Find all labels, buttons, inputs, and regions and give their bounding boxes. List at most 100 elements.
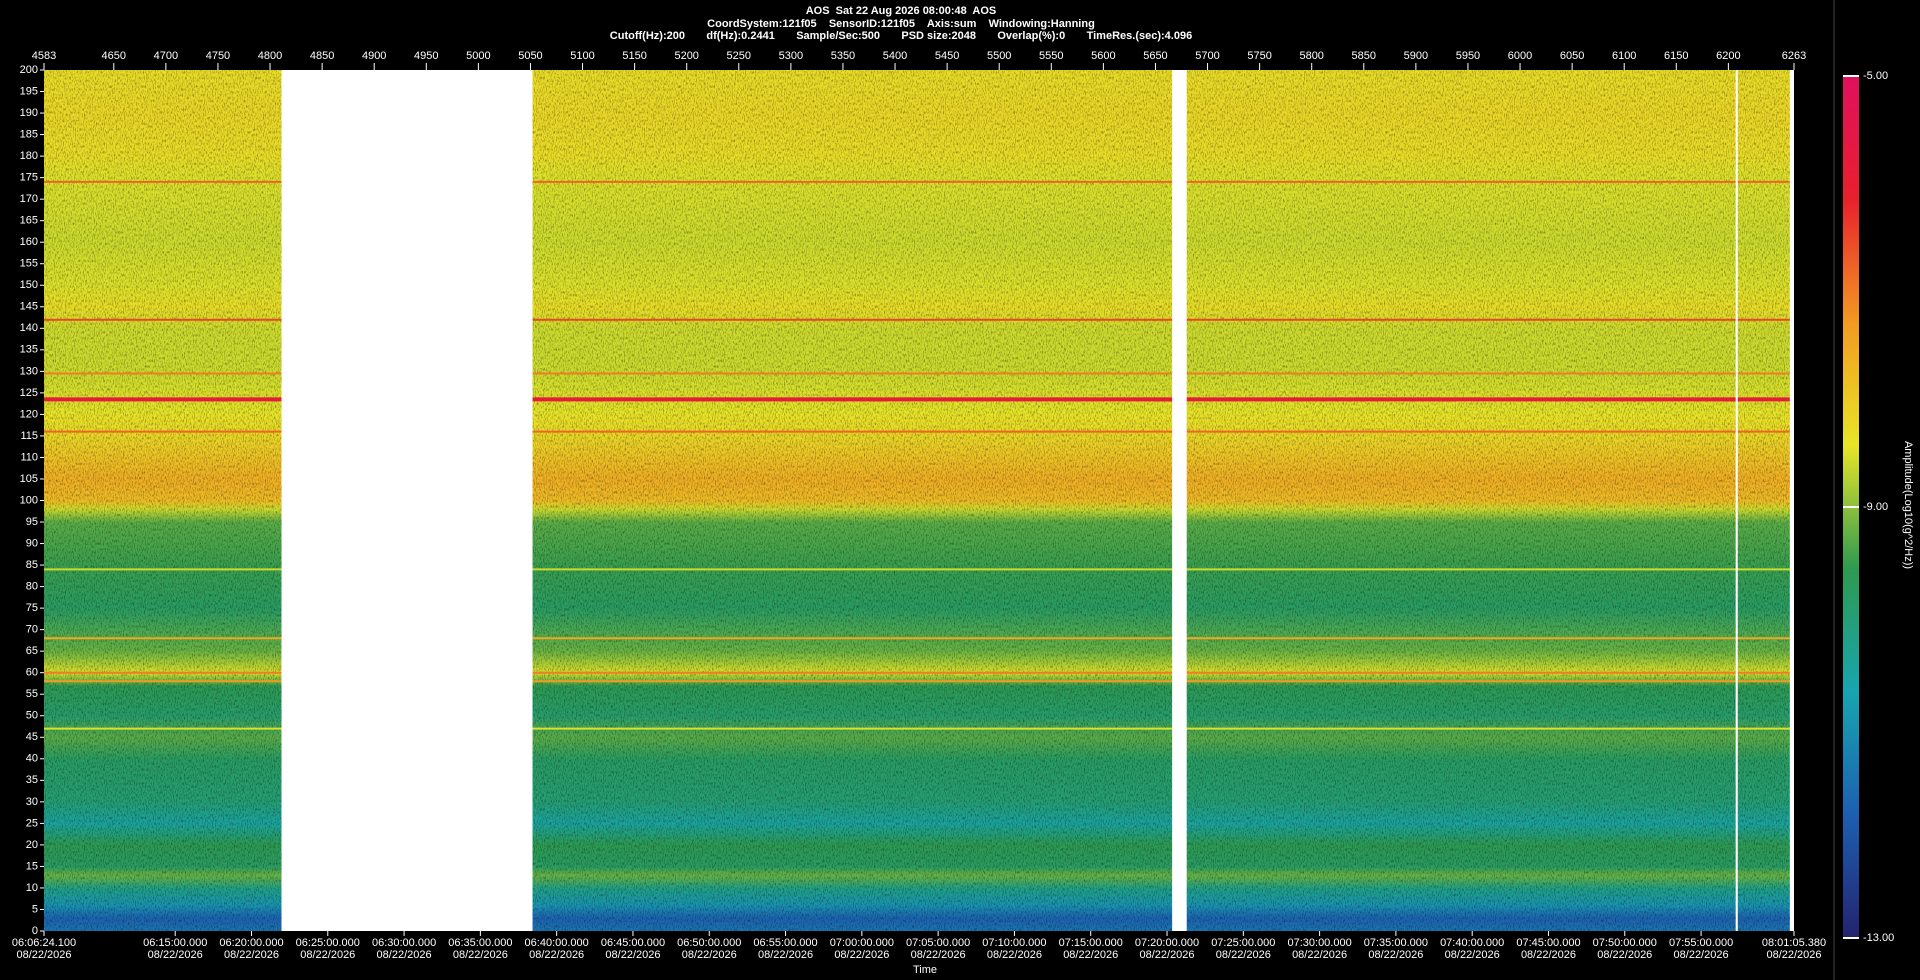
x2-tick-label: 5200 bbox=[674, 50, 698, 62]
x-tick-label: 07:30:00.000 bbox=[1287, 937, 1351, 949]
x-tick-label: 07:10:00.000 bbox=[982, 937, 1046, 949]
x2-tick-label: 5500 bbox=[987, 50, 1011, 62]
y-tick-label: 125 bbox=[20, 387, 38, 399]
data-gap bbox=[1789, 70, 1794, 931]
x2-tick-label: 5900 bbox=[1404, 50, 1428, 62]
y-tick-label: 85 bbox=[26, 559, 38, 571]
x2-tick-label: 6050 bbox=[1560, 50, 1584, 62]
x-tick-label: 06:40:00.000 bbox=[525, 937, 589, 949]
y-tick-label: 135 bbox=[20, 344, 38, 356]
x-tick-label: 07:35:00.000 bbox=[1364, 937, 1428, 949]
y-tick-label: 120 bbox=[20, 408, 38, 420]
x-tick-date: 08/22/2026 bbox=[148, 949, 203, 961]
info-line: Cutoff(Hz):200 df(Hz):0.2441 Sample/Sec:… bbox=[610, 30, 1192, 42]
y-tick-label: 45 bbox=[26, 731, 38, 743]
y-tick-label: 140 bbox=[20, 322, 38, 334]
y-tick-label: 115 bbox=[20, 430, 38, 442]
y-tick-label: 65 bbox=[26, 645, 38, 657]
x2-tick-label: 5450 bbox=[935, 50, 959, 62]
x-tick-date: 08/22/2026 bbox=[911, 949, 966, 961]
x-tick-date: 08/22/2026 bbox=[1368, 949, 1423, 961]
y-tick-label: 110 bbox=[20, 451, 38, 463]
x-tick-date: 08/22/2026 bbox=[453, 949, 508, 961]
x2-tick-label: 4900 bbox=[362, 50, 386, 62]
y-tick-label: 200 bbox=[20, 64, 38, 76]
x2-tick-label: 5150 bbox=[622, 50, 646, 62]
y-tick-label: 150 bbox=[20, 279, 38, 291]
x2-tick-label: 5350 bbox=[831, 50, 855, 62]
data-gap bbox=[1172, 70, 1187, 931]
x2-tick-label: 5000 bbox=[466, 50, 490, 62]
x2-tick-label: 6150 bbox=[1664, 50, 1688, 62]
x2-tick-label: 4950 bbox=[414, 50, 438, 62]
x-tick-label: 06:55:00.000 bbox=[753, 937, 817, 949]
y-tick-label: 50 bbox=[26, 710, 38, 722]
x2-tick-label: 5100 bbox=[570, 50, 594, 62]
y-tick-label: 130 bbox=[20, 365, 38, 377]
x-tick-date: 08/22/2026 bbox=[1674, 949, 1729, 961]
y-tick-label: 175 bbox=[20, 172, 38, 184]
x2-tick-label: 5950 bbox=[1456, 50, 1480, 62]
x-tick-label: 07:50:00.000 bbox=[1593, 937, 1657, 949]
x-tick-date: 08/22/2026 bbox=[529, 949, 584, 961]
x2-tick-label: 5300 bbox=[779, 50, 803, 62]
x2-tick-label: 5700 bbox=[1195, 50, 1219, 62]
info-line: CoordSystem:121f05 SensorID:121f05 Axis:… bbox=[707, 18, 1095, 30]
y-tick-label: 195 bbox=[20, 85, 38, 97]
x-tick-label: 07:25:00.000 bbox=[1211, 937, 1275, 949]
x-tick-label: 07:00:00.000 bbox=[830, 937, 894, 949]
x2-tick-label: 6263 bbox=[1782, 50, 1806, 62]
y-tick-label: 90 bbox=[26, 537, 38, 549]
plot-area bbox=[44, 70, 1794, 931]
x-tick-label: 06:30:00.000 bbox=[372, 937, 436, 949]
data-gap bbox=[1735, 70, 1738, 931]
y-tick-label: 165 bbox=[20, 215, 38, 227]
y-tick-label: 55 bbox=[26, 688, 38, 700]
x-tick-label: 07:40:00.000 bbox=[1440, 937, 1504, 949]
x-tick-date: 08/22/2026 bbox=[987, 949, 1042, 961]
x2-tick-label: 4800 bbox=[258, 50, 282, 62]
x-tick-date: 08/22/2026 bbox=[605, 949, 660, 961]
x-tick-date: 08/22/2026 bbox=[1292, 949, 1347, 961]
colorbar-tick-label: -9.00 bbox=[1863, 501, 1888, 513]
y-tick-label: 40 bbox=[26, 753, 38, 765]
x2-tick-label: 5850 bbox=[1352, 50, 1376, 62]
y-tick-label: 190 bbox=[20, 107, 38, 119]
x-axis-label: Time bbox=[913, 964, 937, 976]
x-tick-date: 08/22/2026 bbox=[1766, 949, 1821, 961]
y-tick-label: 5 bbox=[32, 903, 38, 915]
x2-tick-label: 4650 bbox=[102, 50, 126, 62]
x2-tick-label: 5050 bbox=[518, 50, 542, 62]
y-tick-label: 100 bbox=[20, 494, 38, 506]
y-tick-label: 60 bbox=[26, 667, 38, 679]
y-tick-label: 180 bbox=[20, 150, 38, 162]
y-tick-label: 15 bbox=[26, 860, 38, 872]
x-tick-date: 08/22/2026 bbox=[377, 949, 432, 961]
x-tick-label: 07:45:00.000 bbox=[1516, 937, 1580, 949]
x2-tick-label: 5400 bbox=[883, 50, 907, 62]
x-tick-date: 08/22/2026 bbox=[300, 949, 355, 961]
x2-tick-label: 4583 bbox=[32, 50, 56, 62]
y-tick-label: 0 bbox=[32, 925, 38, 937]
y-tick-label: 10 bbox=[26, 882, 38, 894]
x-tick-date: 08/22/2026 bbox=[682, 949, 737, 961]
x2-tick-label: 5600 bbox=[1091, 50, 1115, 62]
x2-tick-label: 5550 bbox=[1039, 50, 1063, 62]
y-tick-label: 155 bbox=[20, 258, 38, 270]
chart-title: AOS Sat 22 Aug 2026 08:00:48 AOS bbox=[806, 5, 997, 17]
x-tick-date: 08/22/2026 bbox=[1139, 949, 1194, 961]
x-tick-label: 06:06:24.100 bbox=[12, 937, 76, 949]
x-tick-date: 08/22/2026 bbox=[1063, 949, 1118, 961]
y-tick-label: 105 bbox=[20, 473, 38, 485]
colorbar-tick-label: -13.00 bbox=[1863, 932, 1894, 944]
x-tick-label: 06:35:00.000 bbox=[448, 937, 512, 949]
x-tick-label: 06:45:00.000 bbox=[601, 937, 665, 949]
x2-tick-label: 6200 bbox=[1716, 50, 1740, 62]
colorbar-tick-label: -5.00 bbox=[1863, 70, 1888, 82]
colorbar-label: Amplitude(Log10(g^2/Hz)) bbox=[1902, 441, 1914, 569]
y-tick-label: 160 bbox=[20, 236, 38, 248]
y-tick-label: 95 bbox=[26, 516, 38, 528]
x-tick-label: 07:15:00.000 bbox=[1059, 937, 1123, 949]
x-tick-date: 08/22/2026 bbox=[1445, 949, 1500, 961]
